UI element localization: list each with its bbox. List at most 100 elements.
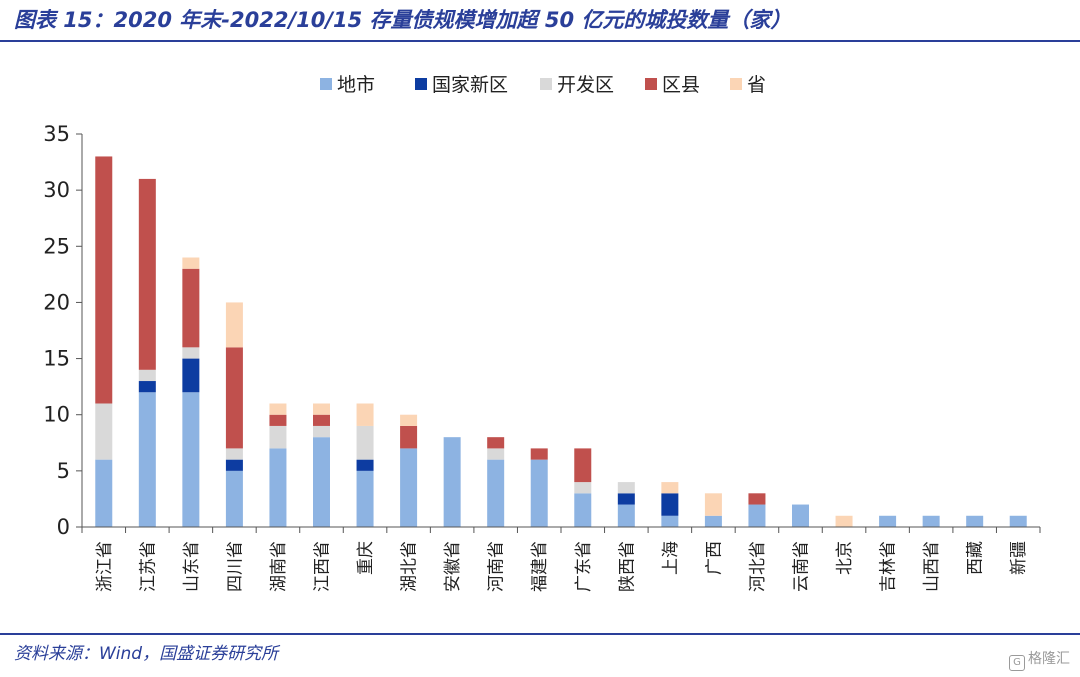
bar-segment-1-15 bbox=[704, 515, 722, 527]
bar-segment-5-14 bbox=[661, 482, 679, 494]
x-category-label: 北京 bbox=[835, 541, 855, 575]
x-category-label: 山西省 bbox=[922, 541, 942, 592]
bar-segment-4-4 bbox=[225, 347, 243, 449]
bar-segment-1-22 bbox=[1009, 515, 1027, 527]
legend-swatch bbox=[645, 78, 657, 90]
bar-segment-2-14 bbox=[661, 493, 679, 516]
x-category-label: 安徽省 bbox=[443, 541, 463, 592]
x-axis: 浙江省 江苏省 山东省 四川省 湖南省 江西省 重庆 湖北省 安徽省 河南省 福建省 广东省 陕西省 上海… bbox=[81, 526, 1041, 592]
bar-segment-1-7 bbox=[356, 470, 374, 527]
x-category-label: 四川省 bbox=[225, 541, 245, 592]
y-tick-label: 20 bbox=[43, 290, 70, 314]
bar-segment-3-5 bbox=[269, 425, 287, 449]
legend-label: 地市 bbox=[337, 74, 375, 96]
bar-segment-4-11 bbox=[530, 448, 548, 460]
x-category-label: 湖北省 bbox=[400, 541, 420, 592]
x-category-label: 云南省 bbox=[792, 541, 812, 592]
bar-segment-4-10 bbox=[487, 437, 505, 449]
x-category-label: 浙江省 bbox=[95, 541, 115, 592]
bar-segment-1-11 bbox=[530, 459, 548, 527]
bar-segment-3-10 bbox=[487, 448, 505, 460]
legend-label: 开发区 bbox=[557, 74, 614, 96]
bar-segment-4-3 bbox=[182, 268, 200, 348]
x-category-label: 江西省 bbox=[313, 541, 333, 592]
bar-segment-2-13 bbox=[617, 493, 635, 505]
bar-segment-1-2 bbox=[138, 392, 156, 527]
bar-segment-1-3 bbox=[182, 392, 200, 527]
x-category-label: 西藏 bbox=[966, 541, 986, 575]
bar-segment-4-2 bbox=[138, 178, 156, 370]
x-category-label: 重庆 bbox=[356, 541, 376, 575]
y-tick-label: 30 bbox=[43, 178, 70, 202]
y-tick-label: 35 bbox=[43, 122, 70, 146]
bar-segment-1-5 bbox=[269, 448, 287, 527]
bar-segment-5-8 bbox=[400, 414, 418, 426]
watermark-logo-icon: G bbox=[1009, 655, 1025, 671]
y-tick-label: 25 bbox=[43, 234, 70, 258]
y-tick-label: 15 bbox=[43, 347, 70, 371]
legend-swatch bbox=[320, 78, 332, 90]
y-tick-label: 5 bbox=[57, 459, 70, 483]
bar-segment-5-15 bbox=[704, 493, 722, 516]
bar-segment-1-20 bbox=[922, 515, 940, 527]
bar-segment-5-3 bbox=[182, 257, 200, 269]
x-category-label: 江苏省 bbox=[138, 541, 158, 592]
bar-segment-1-19 bbox=[879, 515, 897, 527]
bar-segment-1-1 bbox=[95, 459, 113, 527]
x-category-label: 河南省 bbox=[487, 541, 507, 592]
legend-label: 区县 bbox=[662, 74, 700, 96]
bar-segment-2-4 bbox=[225, 459, 243, 471]
bar-segment-1-14 bbox=[661, 515, 679, 527]
legend-label: 国家新区 bbox=[432, 74, 508, 96]
bars-layer bbox=[95, 156, 1027, 527]
legend-swatch bbox=[540, 78, 552, 90]
x-category-label: 上海 bbox=[661, 541, 681, 575]
watermark: G 格隆汇 bbox=[1009, 648, 1070, 671]
x-category-label: 广西 bbox=[704, 541, 724, 575]
legend-swatch bbox=[415, 78, 427, 90]
bar-segment-1-21 bbox=[966, 515, 984, 527]
x-category-label: 福建省 bbox=[530, 541, 550, 592]
legend-label: 省 bbox=[747, 74, 766, 96]
bar-segment-2-2 bbox=[138, 381, 156, 393]
chart-legend: 地市 国家新区 开发区 区县 省 bbox=[320, 74, 766, 96]
bar-segment-1-4 bbox=[225, 470, 243, 527]
bar-segment-4-16 bbox=[748, 493, 766, 505]
bar-segment-1-16 bbox=[748, 504, 766, 527]
bar-segment-1-10 bbox=[487, 459, 505, 527]
bar-segment-5-7 bbox=[356, 403, 374, 426]
bar-segment-3-6 bbox=[313, 425, 330, 438]
bar-segment-4-12 bbox=[574, 448, 592, 483]
bar-segment-1-9 bbox=[443, 437, 461, 527]
x-category-label: 陕西省 bbox=[617, 541, 637, 592]
x-category-label: 广东省 bbox=[574, 541, 594, 592]
bar-segment-3-1 bbox=[95, 403, 113, 460]
bar-segment-5-18 bbox=[835, 515, 853, 527]
bar-segment-2-3 bbox=[182, 358, 200, 393]
x-category-label: 河北省 bbox=[748, 541, 768, 592]
bar-segment-1-13 bbox=[617, 504, 635, 527]
title-divider bbox=[0, 40, 1080, 42]
bar-segment-1-6 bbox=[313, 437, 330, 527]
y-tick-label: 0 bbox=[57, 515, 70, 539]
bar-segment-4-5 bbox=[269, 414, 287, 426]
bar-segment-5-5 bbox=[269, 403, 287, 415]
bar-segment-3-13 bbox=[617, 482, 635, 494]
watermark-text: 格隆汇 bbox=[1028, 651, 1070, 667]
bar-segment-3-7 bbox=[356, 425, 374, 460]
source-note: 资料来源：Wind，国盛证券研究所 bbox=[14, 644, 279, 664]
bar-segment-3-2 bbox=[138, 369, 156, 382]
bar-segment-4-1 bbox=[95, 156, 113, 404]
bar-segment-5-4 bbox=[225, 302, 243, 348]
bar-segment-4-6 bbox=[313, 414, 330, 426]
x-category-label: 新疆 bbox=[1009, 541, 1029, 575]
bar-segment-3-4 bbox=[225, 448, 243, 460]
bar-segment-2-7 bbox=[356, 459, 374, 471]
y-axis: 0 5 10 15 20 25 30 35 bbox=[43, 122, 83, 539]
y-tick-label: 10 bbox=[43, 403, 70, 427]
bar-segment-3-3 bbox=[182, 347, 200, 359]
bar-segment-5-6 bbox=[313, 403, 330, 415]
legend-swatch bbox=[730, 78, 742, 90]
chart-title: 图表 15：2020 年末-2022/10/15 存量债规模增加超 50 亿元的… bbox=[14, 8, 792, 32]
